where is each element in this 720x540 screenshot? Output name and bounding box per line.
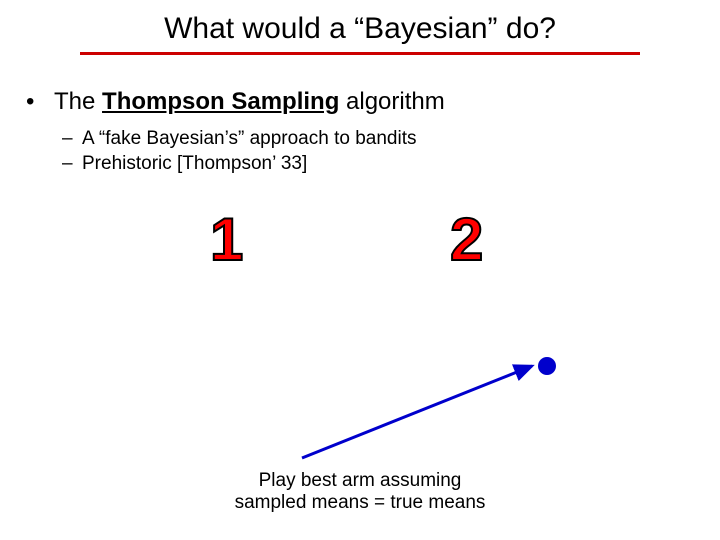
arm-number-1: 1 bbox=[210, 205, 243, 274]
bullet-text: Prehistoric [Thompson’ 33] bbox=[82, 153, 307, 175]
bullet-text: The Thompson Sampling algorithm bbox=[54, 88, 445, 116]
bullet-dash: – bbox=[62, 153, 73, 175]
arrow bbox=[302, 358, 552, 468]
slide-title: What would a “Bayesian” do? bbox=[0, 12, 720, 46]
caption: Play best arm assuming sampled means = t… bbox=[210, 470, 510, 514]
bullet-text: A “fake Bayesian’s” approach to bandits bbox=[82, 128, 416, 150]
title-underline bbox=[80, 52, 640, 55]
bullet-dash: – bbox=[62, 128, 73, 150]
slide: What would a “Bayesian” do? • The Thomps… bbox=[0, 0, 720, 540]
bullet-dot: • bbox=[26, 88, 34, 116]
arm-number-2: 2 bbox=[450, 205, 483, 274]
